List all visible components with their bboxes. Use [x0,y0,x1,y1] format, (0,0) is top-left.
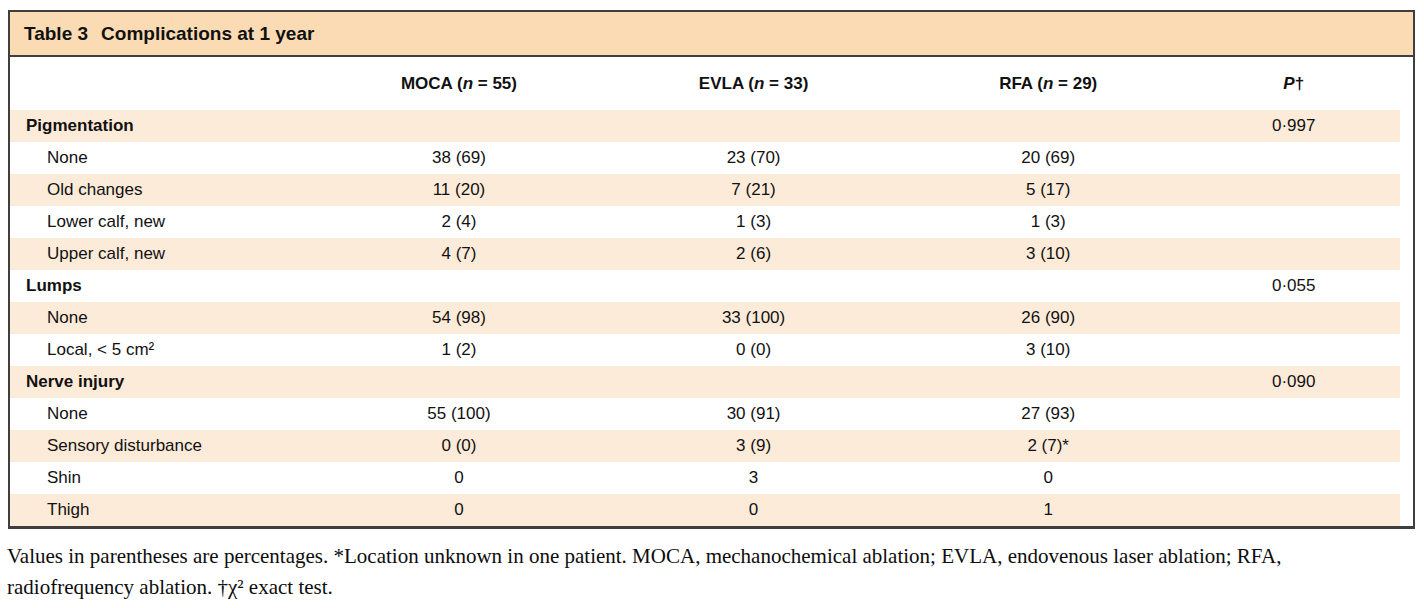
value-cell [922,270,1175,302]
row-label: None [10,302,333,334]
p-value-cell: 0·090 [1174,366,1413,398]
value-cell: 0 (0) [585,334,922,366]
table-row: Local, < 5 cm²1 (2)0 (0)3 (10) [10,334,1413,366]
value-cell: 4 (7) [333,238,586,270]
row-label: Lower calf, new [10,206,333,238]
p-value-cell [1174,462,1413,494]
p-value-cell [1174,206,1413,238]
p-value-cell [1174,430,1413,462]
value-cell: 54 (98) [333,302,586,334]
header-row: MOCA (n = 55) EVLA (n = 33) RFA (n = 29)… [10,57,1413,110]
table-row: Shin030 [10,462,1413,494]
row-label: Old changes [10,174,333,206]
value-cell [585,270,922,302]
value-cell: 2 (7)* [922,430,1175,462]
value-cell: 23 (70) [585,142,922,174]
page: Table 3 Complications at 1 year MOCA (n =… [0,0,1424,608]
value-cell [585,366,922,398]
table-row: None55 (100)30 (91)27 (93) [10,398,1413,430]
value-cell: 1 (3) [922,206,1175,238]
value-cell [922,110,1175,142]
complications-table: Table 3 Complications at 1 year MOCA (n =… [8,10,1415,529]
row-label: Sensory disturbance [10,430,333,462]
table-row: Sensory disturbance0 (0)3 (9)2 (7)* [10,430,1413,462]
value-cell [922,366,1175,398]
p-value-cell [1174,494,1413,526]
section-label: Pigmentation [10,110,333,142]
table-title: Complications at 1 year [101,23,314,44]
p-value-cell: 0·997 [1174,110,1413,142]
value-cell [333,366,586,398]
value-cell: 38 (69) [333,142,586,174]
value-cell [333,110,586,142]
row-label: Shin [10,462,333,494]
p-value-cell: 0·055 [1174,270,1413,302]
value-cell: 20 (69) [922,142,1175,174]
footnote: Values in parentheses are percentages. *… [7,541,1414,603]
table-title-band: Table 3 Complications at 1 year [10,12,1413,57]
row-label: Upper calf, new [10,238,333,270]
column-header-rfa: RFA (n = 29) [922,57,1175,110]
column-header-p: P† [1174,57,1413,110]
empty-header-cell [10,57,333,110]
table-row: Thigh001 [10,494,1413,526]
table-row: Lumps 0·055 [10,270,1413,302]
row-label: None [10,398,333,430]
footnote-line-1: Values in parentheses are percentages. *… [7,544,1281,568]
value-cell: 33 (100) [585,302,922,334]
table-row: Lower calf, new2 (4)1 (3)1 (3) [10,206,1413,238]
value-cell [333,270,586,302]
value-cell: 0 [585,494,922,526]
p-value-cell [1174,142,1413,174]
p-value-cell [1174,334,1413,366]
table-row: None38 (69)23 (70)20 (69) [10,142,1413,174]
data-table: MOCA (n = 55) EVLA (n = 33) RFA (n = 29)… [10,57,1413,526]
row-label: Local, < 5 cm² [10,334,333,366]
table-row: None54 (98)33 (100)26 (90) [10,302,1413,334]
section-label: Nerve injury [10,366,333,398]
value-cell: 55 (100) [333,398,586,430]
p-value-cell [1174,174,1413,206]
value-cell: 2 (6) [585,238,922,270]
value-cell: 1 [922,494,1175,526]
value-cell: 2 (4) [333,206,586,238]
value-cell: 7 (21) [585,174,922,206]
table-body: Pigmentation0·997None38 (69)23 (70)20 (6… [10,110,1413,526]
value-cell: 3 [585,462,922,494]
section-label: Lumps [10,270,333,302]
value-cell: 26 (90) [922,302,1175,334]
column-header-moca: MOCA (n = 55) [333,57,586,110]
column-header-evla: EVLA (n = 33) [585,57,922,110]
p-value-cell [1174,302,1413,334]
table-number: Table 3 [24,23,88,44]
value-cell: 3 (10) [922,334,1175,366]
value-cell: 1 (2) [333,334,586,366]
value-cell: 0 [922,462,1175,494]
table-row: Old changes11 (20)7 (21)5 (17) [10,174,1413,206]
value-cell: 0 (0) [333,430,586,462]
value-cell: 3 (10) [922,238,1175,270]
value-cell: 11 (20) [333,174,586,206]
value-cell [585,110,922,142]
value-cell: 1 (3) [585,206,922,238]
value-cell: 0 [333,462,586,494]
table-row: Pigmentation 0·997 [10,110,1413,142]
value-cell: 30 (91) [585,398,922,430]
table-row: Upper calf, new4 (7)2 (6)3 (10) [10,238,1413,270]
p-value-cell [1174,238,1413,270]
value-cell: 27 (93) [922,398,1175,430]
table-row: Nerve injury 0·090 [10,366,1413,398]
value-cell: 3 (9) [585,430,922,462]
value-cell: 5 (17) [922,174,1175,206]
row-label: Thigh [10,494,333,526]
row-label: None [10,142,333,174]
footnote-line-2: radiofrequency ablation. †χ² exact test. [7,575,333,599]
p-value-cell [1174,398,1413,430]
value-cell: 0 [333,494,586,526]
